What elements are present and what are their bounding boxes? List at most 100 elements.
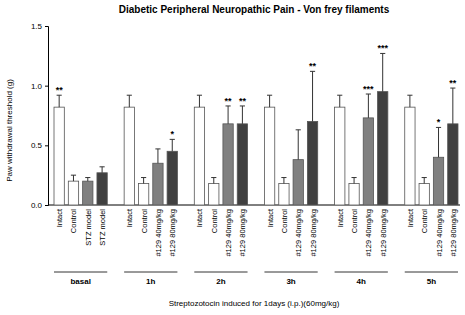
error-cap xyxy=(337,95,342,96)
bar xyxy=(167,151,177,205)
significance: ** xyxy=(239,96,247,106)
significance: ** xyxy=(225,96,233,106)
error-bar xyxy=(296,130,301,160)
error-cap xyxy=(141,177,146,178)
error-line xyxy=(143,178,144,184)
error-bar xyxy=(71,175,76,181)
significance: * xyxy=(437,117,441,127)
error-cap xyxy=(71,175,76,176)
error-line xyxy=(339,95,340,107)
error-bar xyxy=(226,106,231,124)
y-axis: 0.0 0.5 1.0 1.5 xyxy=(31,22,49,210)
error-cap xyxy=(407,95,412,96)
error-line xyxy=(87,178,88,182)
error-line xyxy=(452,88,453,124)
y-tick: 1.5 xyxy=(31,22,48,31)
y-tick-mark xyxy=(45,205,48,206)
error-cap xyxy=(155,148,160,149)
bar xyxy=(124,107,134,205)
category-label: Control xyxy=(420,209,429,234)
x-axis-title: Streptozotocin induced for 1days (i.p.)(… xyxy=(169,299,340,308)
bar xyxy=(54,107,64,205)
y-tick-mark xyxy=(45,26,48,27)
error-line xyxy=(424,178,425,184)
category-label: Intact xyxy=(195,208,204,227)
group-bracket xyxy=(54,272,107,273)
category-label: Intact xyxy=(406,208,415,227)
y-axis-line xyxy=(45,27,49,206)
error-line xyxy=(438,127,439,157)
category-label: Control xyxy=(140,209,149,234)
error-bar xyxy=(197,95,202,107)
bar xyxy=(68,181,78,205)
category-label: #129 40mg/kg xyxy=(294,209,303,257)
y-tick-mark xyxy=(45,145,48,146)
error-line xyxy=(129,95,130,107)
title: Diabetic Peripheral Neuropathic Pain - V… xyxy=(119,4,390,15)
group-label: 1h xyxy=(146,277,155,286)
error-cap xyxy=(100,166,105,167)
error-bar xyxy=(155,149,160,163)
error-bar xyxy=(170,139,175,151)
bar xyxy=(237,124,247,205)
bar xyxy=(405,107,415,205)
y-tick: 0.0 xyxy=(31,201,48,210)
bar xyxy=(433,157,443,205)
category-label: Control xyxy=(280,209,289,234)
error-line xyxy=(409,95,410,107)
error-bar xyxy=(366,94,371,118)
bar xyxy=(209,184,219,205)
significance: * xyxy=(170,129,174,139)
group-label: 4h xyxy=(357,277,366,286)
error-line xyxy=(228,106,229,124)
error-bar xyxy=(127,95,132,107)
category-label: Control xyxy=(210,209,219,234)
error-cap xyxy=(422,177,427,178)
bar xyxy=(378,92,388,205)
error-bar xyxy=(351,178,356,184)
error-bar xyxy=(211,178,216,184)
category-label: #129 80mg/kg xyxy=(309,209,318,257)
group-bracket xyxy=(194,272,247,273)
error-bar xyxy=(141,178,146,184)
group-bracket xyxy=(124,272,177,273)
bar xyxy=(349,184,359,205)
group-label: 3h xyxy=(286,277,295,286)
error-line xyxy=(102,167,103,173)
bar xyxy=(83,181,93,205)
category-label: #129 40mg/kg xyxy=(224,209,233,257)
group-label: basal xyxy=(70,277,90,286)
y-tick: 1.0 xyxy=(31,82,48,91)
category-label: #129 80mg/kg xyxy=(449,209,458,257)
error-cap xyxy=(267,95,272,96)
category-label: #129 40mg/kg xyxy=(154,209,163,257)
significance: ** xyxy=(56,85,64,95)
error-bar xyxy=(310,71,315,121)
error-cap xyxy=(197,95,202,96)
error-bar xyxy=(380,53,385,91)
significance: ** xyxy=(449,78,457,88)
chart: Diabetic Peripheral Neuropathic Pain - V… xyxy=(0,0,465,315)
bar xyxy=(363,118,373,205)
group-label: 5h xyxy=(427,277,436,286)
error-bar xyxy=(450,88,455,124)
error-cap xyxy=(127,95,132,96)
error-cap xyxy=(281,177,286,178)
y-tick: 0.5 xyxy=(31,141,48,150)
error-bar xyxy=(57,95,62,107)
bar xyxy=(448,124,458,205)
plot-area xyxy=(54,53,458,205)
error-bar xyxy=(422,178,427,184)
bar xyxy=(223,124,233,205)
error-line xyxy=(312,71,313,121)
error-cap xyxy=(296,129,301,130)
bar xyxy=(307,121,317,205)
error-line xyxy=(298,130,299,160)
error-line xyxy=(157,149,158,163)
bar xyxy=(335,107,345,205)
significance: *** xyxy=(377,43,388,53)
bar xyxy=(279,184,289,205)
group-bracket xyxy=(405,272,458,273)
bar xyxy=(419,184,429,205)
group-label: 2h xyxy=(216,277,225,286)
